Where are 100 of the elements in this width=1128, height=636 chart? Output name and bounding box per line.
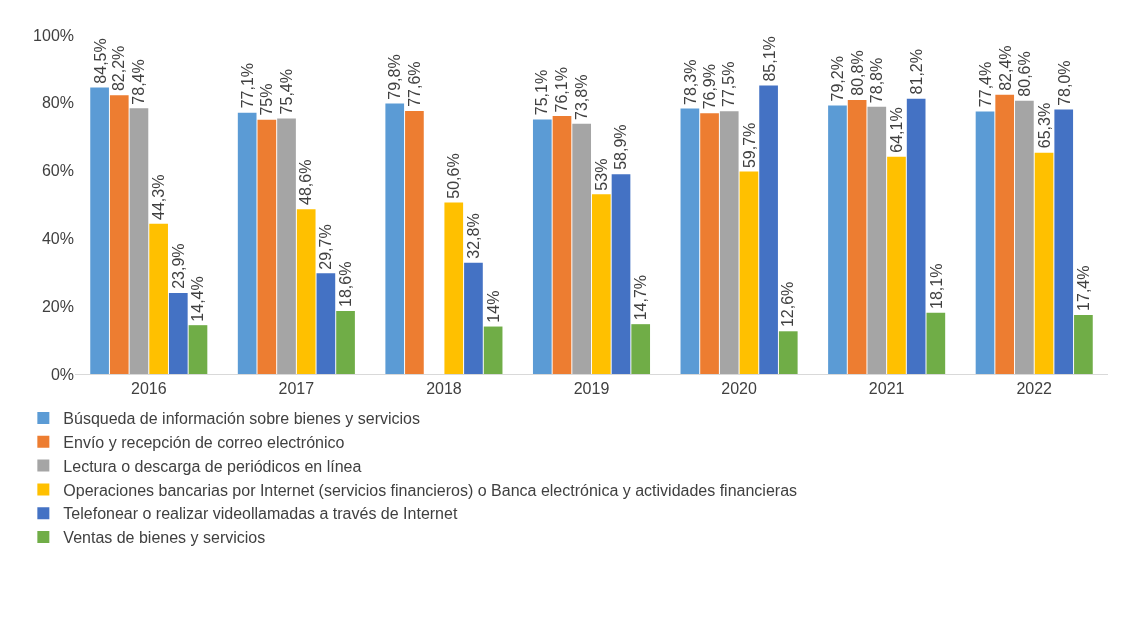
- data-label: 85,1%: [760, 36, 778, 82]
- bar: [483, 326, 503, 374]
- y-tick-label: 0%: [50, 365, 74, 383]
- data-label: 81,2%: [907, 49, 925, 95]
- data-label: 78,3%: [681, 59, 699, 105]
- bar: [277, 118, 296, 374]
- data-label: 14,7%: [632, 274, 650, 321]
- bar: [591, 194, 611, 374]
- data-label: 12,6%: [779, 281, 797, 328]
- data-label: 77,1%: [239, 62, 257, 109]
- data-label: 84,5%: [91, 38, 109, 84]
- data-label: 77,4%: [976, 61, 994, 108]
- data-label: 32,8%: [465, 213, 483, 259]
- legend-label: Lectura o descarga de periódicos en línea: [63, 457, 362, 475]
- bar: [532, 119, 552, 374]
- data-label: 82,2%: [110, 45, 128, 92]
- bar: [552, 116, 572, 374]
- x-tick-label: 2020: [721, 380, 757, 398]
- bar: [680, 108, 700, 374]
- bar: [828, 105, 847, 374]
- y-tick-label: 80%: [41, 94, 74, 112]
- legend-label: Operaciones bancarias por Internet (servicios financieros) o Banca electrónica y actividades financieras: [63, 481, 798, 499]
- bar: [906, 98, 926, 374]
- data-label: 17,4%: [1074, 265, 1092, 311]
- data-label: 78,4%: [130, 59, 148, 105]
- bar: [257, 119, 277, 374]
- data-label: 65,3%: [1035, 102, 1053, 149]
- bar: [847, 100, 867, 374]
- bar: [778, 331, 798, 374]
- bar: [759, 85, 778, 374]
- bar: [975, 111, 995, 374]
- data-label: 14,4%: [189, 276, 207, 322]
- bar: [385, 103, 405, 374]
- data-label: 75,1%: [533, 69, 551, 116]
- bar: [90, 87, 109, 374]
- y-tick-label: 60%: [41, 162, 74, 180]
- bar: [296, 209, 316, 374]
- data-label: 48,6%: [297, 159, 315, 205]
- bar: [149, 223, 168, 374]
- data-label: 23,9%: [169, 243, 187, 289]
- bar: [336, 310, 355, 374]
- bar: [867, 106, 887, 374]
- bar: [405, 110, 424, 374]
- bar: [700, 113, 719, 374]
- bar: [1034, 152, 1054, 374]
- bar: [611, 174, 631, 374]
- data-label: 58,9%: [612, 124, 630, 170]
- data-label: 80,6%: [1016, 51, 1034, 97]
- data-label: 75,4%: [277, 69, 295, 115]
- data-label: 79,8%: [385, 54, 403, 100]
- data-label: 82,4%: [996, 45, 1014, 91]
- data-label: 18,1%: [927, 263, 945, 309]
- data-label: 77,5%: [720, 61, 738, 107]
- data-label: 14%: [484, 290, 502, 323]
- bar: [188, 325, 208, 374]
- bar: [1054, 109, 1074, 374]
- data-label: 76,9%: [700, 63, 718, 110]
- bar: [739, 171, 759, 374]
- data-label: 29,7%: [317, 224, 335, 270]
- data-label: 59,7%: [740, 122, 758, 169]
- bar: [572, 123, 592, 374]
- x-tick-label: 2022: [1016, 380, 1053, 398]
- y-tick-label: 20%: [41, 297, 74, 315]
- data-label: 76,1%: [553, 67, 571, 113]
- data-label: 64,1%: [888, 107, 906, 153]
- data-label: 75%: [258, 83, 276, 116]
- bar: [316, 273, 336, 374]
- x-tick-label: 2019: [573, 380, 610, 398]
- data-label: 77,6%: [405, 61, 423, 107]
- x-tick-label: 2017: [278, 380, 315, 398]
- bar: [129, 108, 149, 374]
- x-tick-label: 2021: [868, 380, 905, 398]
- bar: [1015, 100, 1034, 374]
- bar: [926, 312, 946, 374]
- x-tick-label: 2016: [130, 380, 167, 398]
- legend-label: Búsqueda de información sobre bienes y servicios: [63, 410, 420, 428]
- bar: [109, 95, 129, 374]
- bar: [1074, 315, 1093, 374]
- bar: [444, 202, 464, 374]
- bar: [168, 292, 188, 374]
- data-label: 44,3%: [150, 174, 168, 220]
- bar: [631, 324, 651, 374]
- y-tick-label: 100%: [33, 26, 74, 44]
- bar: [995, 94, 1015, 374]
- data-label: 79,2%: [829, 56, 847, 102]
- bar: [464, 262, 483, 374]
- data-label: 50,6%: [444, 153, 462, 199]
- data-label: 73,8%: [573, 74, 591, 120]
- data-label: 18,6%: [337, 261, 355, 307]
- x-tick-label: 2018: [426, 380, 462, 398]
- data-label: 78,0%: [1055, 60, 1073, 106]
- data-label: 78,8%: [868, 57, 886, 104]
- legend-label: Envío y recepción de correo electrónico: [63, 434, 345, 452]
- bar: [237, 112, 257, 374]
- legend-label: Ventas de bienes y servicios: [63, 529, 266, 547]
- bar: [887, 156, 906, 374]
- y-tick-label: 40%: [41, 230, 74, 247]
- data-label: 80,8%: [848, 50, 866, 96]
- bar: [719, 111, 739, 374]
- legend-label: Telefonear o realizar videollamadas a través de Internet: [63, 505, 458, 523]
